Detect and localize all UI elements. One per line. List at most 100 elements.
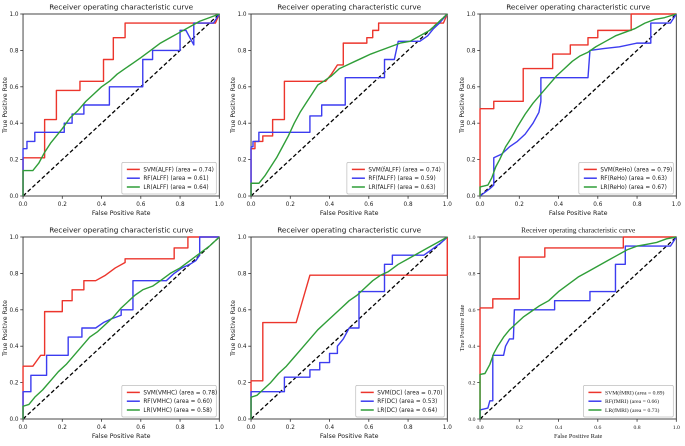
chart-title: Receiver operating characteristic curve [506,3,650,12]
y-tick-label: 0.4 [9,121,18,127]
y-tick-label: 0.8 [9,271,18,277]
y-tick-label: 1.0 [9,235,18,241]
y-tick-label: 0.0 [466,194,475,200]
x-tick-label: 0.2 [58,425,67,431]
x-tick-label: 0.8 [176,425,185,431]
legend-rf-label: RF(ALFF) (area = 0.61) [143,176,208,182]
x-tick-label: 1.0 [443,202,452,208]
legend-box [582,385,674,418]
legend-lr-label: LR(DC) (area = 0.64) [378,408,438,414]
svm-roc-curve [22,13,220,196]
lr-roc-curve [22,13,220,196]
y-tick-label: 0.8 [468,271,475,277]
roc-subplot-reho: Receiver operating characteristic curve 0… [456,0,685,223]
legend-svm-label: SVM(fMRI) (area = 0.89) [605,389,665,396]
svm-roc-curve [250,237,449,419]
y-tick-label: 1.0 [468,235,475,241]
legend-svm-label: SVM(fALFF) (area = 0.74) [369,167,441,173]
lr-roc-curve [478,13,677,196]
roc-subplot-falff: Receiver operating characteristic curve 0… [228,0,457,223]
x-tick-label: 1.0 [443,425,452,431]
y-tick-label: 0.6 [238,308,247,314]
legend-rf-label: RF(VMHC) (area = 0.60) [143,399,212,405]
y-axis-label: True Positive Rate [230,300,237,357]
chart-title: Receiver operating characteristic curve [49,3,193,12]
chart-title: Receiver operating characteristic curve [278,3,422,12]
y-tick-label: 0.0 [238,194,247,200]
rf-roc-curve [22,13,220,196]
y-tick-label: 0.2 [238,158,247,164]
y-axis-label: True Positive Rate [230,77,237,134]
x-tick-label: 0.4 [97,202,106,208]
axes-spines [250,13,449,197]
legend-lr-label: LR(ReHo) (area = 0.67) [600,185,667,191]
legend-svm-label: SVM(ReHo) (area = 0.79) [600,167,672,173]
x-axis-label: False Positive Rate [320,210,379,217]
y-tick-label: 0.2 [238,381,247,387]
y-tick-label: 0.0 [9,417,18,423]
roc-chart-reho-svg: Receiver operating characteristic curve 0… [456,0,685,223]
lr-roc-curve [250,13,449,196]
x-tick-label: 0.6 [136,425,145,431]
legend-lr-label: LR(fALFF) (area = 0.63) [369,185,436,191]
y-tick-label: 0.6 [466,85,475,91]
x-tick-label: 0.6 [365,425,374,431]
svm-roc-curve [478,236,676,419]
x-tick-label: 0.4 [554,202,563,208]
x-tick-label: 0.6 [365,202,374,208]
roc-chart-vmhc-svg: Receiver operating characteristic curve 0… [0,223,229,446]
rf-roc-curve [479,13,677,197]
legend-rf-label: RF(ReHo) (area = 0.63) [600,176,667,182]
roc-chart-dc-svg: Receiver operating characteristic curve 0… [228,223,457,446]
x-axis-label: False Positive Rate [320,433,379,440]
x-tick-label: 0.0 [19,202,28,208]
legend-rf-label: RF(fMRI) (area = 0.66) [605,398,659,405]
legend-rf-label: RF(fALFF) (area = 0.59) [369,176,436,182]
x-tick-label: 0.0 [19,425,28,431]
roc-subplot-vmhc: Receiver operating characteristic curve 0… [0,223,229,446]
lr-roc-curve [22,236,220,419]
legend-box [578,162,674,195]
legend-svm-label: SVM(ALFF) (area = 0.74) [143,167,213,173]
x-tick-label: 1.0 [215,202,224,208]
chart-title: Receiver operating characteristic curve [49,226,193,235]
x-tick-label: 1.0 [215,425,224,431]
x-tick-label: 0.4 [97,425,106,431]
x-tick-label: 0.6 [136,202,145,208]
rf-roc-curve [250,13,449,196]
legend-lr-label: LR(fMRI) (area = 0.73) [605,407,660,414]
x-tick-label: 1.0 [671,202,680,208]
roc-chart-falff-svg: Receiver operating characteristic curve 0… [228,0,457,223]
y-axis-label: True Positive Rate [2,77,9,134]
y-tick-label: 1.0 [238,12,247,18]
x-tick-label: 0.4 [325,202,334,208]
y-tick-label: 0.0 [9,194,18,200]
legend-box [346,162,445,195]
y-tick-label: 0.0 [238,417,247,423]
y-axis-label: True Positive Rate [2,300,9,357]
legend-box [121,385,217,418]
x-tick-label: 0.4 [325,425,334,431]
x-tick-label: 0.2 [286,202,295,208]
y-tick-label: 1.0 [238,235,247,241]
y-tick-label: 0.6 [468,308,475,314]
y-tick-label: 0.0 [468,417,475,423]
x-tick-label: 0.4 [555,425,562,431]
roc-subplot-dc: Receiver operating characteristic curve 0… [228,223,457,446]
legend-box [121,162,217,195]
roc-chart-fmri-svg: Receiver operating characteristic curve 0… [456,223,685,446]
legend-svm-label: SVM(DC) (area = 0.70) [378,390,443,396]
y-tick-label: 0.2 [9,381,18,387]
x-tick-label: 0.2 [515,425,522,431]
y-tick-label: 0.6 [238,85,247,91]
x-axis-label: False Positive Rate [554,433,603,440]
y-tick-label: 0.8 [238,48,247,54]
x-tick-label: 0.0 [247,202,256,208]
x-tick-label: 0.0 [475,202,484,208]
y-tick-label: 1.0 [9,12,18,18]
y-tick-label: 0.4 [466,121,475,127]
y-tick-label: 0.6 [9,308,18,314]
y-axis-label: True Positive Rate [459,77,466,134]
y-tick-label: 0.8 [238,271,247,277]
